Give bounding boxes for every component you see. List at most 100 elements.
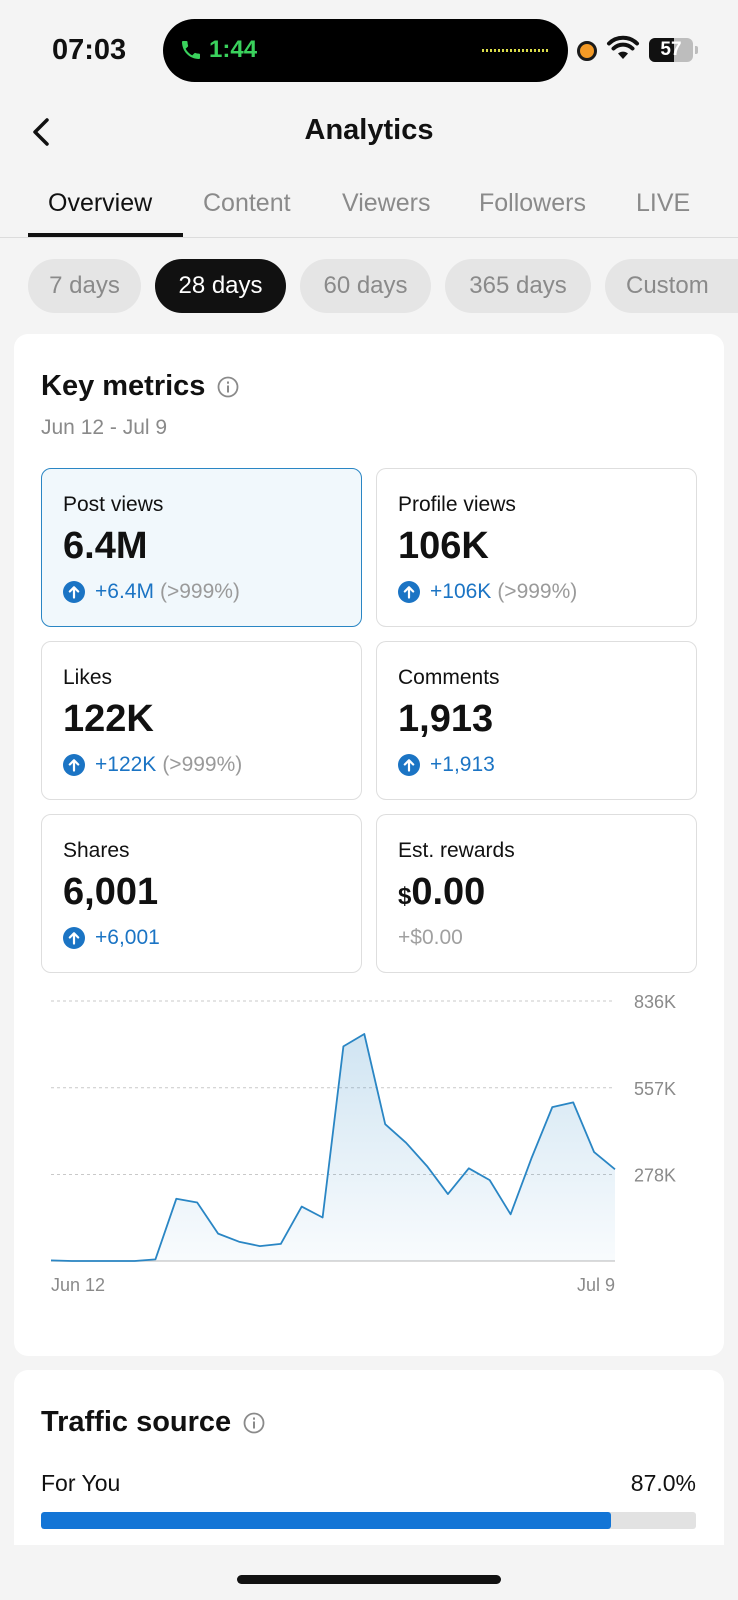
metric-percent: (>999%) [159, 580, 240, 603]
data-point [613, 1167, 617, 1171]
y-tick-label: 278K [634, 1166, 676, 1186]
metric-value: 6,001 [63, 871, 159, 913]
data-point [321, 1215, 325, 1219]
metric-shares[interactable]: Shares 6,001 +6,001 [41, 814, 362, 973]
data-point [509, 1212, 513, 1216]
data-point [133, 1259, 137, 1263]
page-title: Analytics [304, 114, 434, 146]
data-point [279, 1242, 283, 1246]
data-point [446, 1192, 450, 1196]
tab-followers[interactable]: Followers [479, 189, 586, 217]
data-point [571, 1100, 575, 1104]
metric-est-rewards[interactable]: Est. rewards $0.00 +$0.00 [376, 814, 697, 973]
data-point [216, 1232, 220, 1236]
home-indicator[interactable] [237, 1575, 501, 1584]
traffic-source-title: Traffic source [41, 1406, 232, 1438]
metric-value-amount: 0.00 [411, 871, 486, 913]
call-duration: 1:44 [209, 36, 258, 63]
info-icon[interactable] [217, 376, 239, 398]
metric-delta: +$0.00 [398, 926, 463, 949]
y-tick-label: 836K [634, 992, 676, 1012]
tab-content[interactable]: Content [203, 189, 291, 217]
metric-change: +106K (>999%) [398, 580, 577, 604]
metric-value: 106K [398, 525, 489, 567]
data-point [153, 1257, 157, 1261]
data-point [195, 1201, 199, 1205]
data-point [341, 1044, 345, 1048]
date-range: Jun 12 - Jul 9 [41, 416, 168, 439]
arrow-up-circle-icon [63, 581, 85, 603]
data-point [383, 1122, 387, 1126]
metric-label: Shares [63, 839, 130, 862]
tab-overview[interactable]: Overview [48, 189, 153, 217]
data-point [112, 1259, 116, 1263]
battery-level: 57 [660, 39, 682, 60]
traffic-source-value: 87.0% [630, 1470, 696, 1496]
metric-comments[interactable]: Comments 1,913 +1,913 [376, 641, 697, 800]
data-point [467, 1166, 471, 1170]
metric-delta: +1,913 [430, 753, 495, 776]
data-point [237, 1240, 241, 1244]
metric-delta: +106K [430, 580, 492, 603]
metric-delta: +6.4M [95, 580, 154, 603]
arrow-up-circle-icon [398, 754, 420, 776]
wifi-icon [607, 35, 639, 59]
post-views-chart[interactable]: 836K 557K 278K Jun 12 Jul 9 [14, 981, 724, 1311]
tab-live[interactable]: LIVE [636, 189, 691, 217]
info-icon[interactable] [243, 1412, 265, 1434]
data-point [49, 1258, 53, 1262]
range-7-days[interactable]: 7 days [28, 259, 141, 313]
metric-value: $0.00 [398, 871, 485, 914]
metric-value: 122K [63, 698, 154, 740]
data-point [300, 1205, 304, 1209]
y-tick-label: 557K [634, 1079, 676, 1099]
metric-change: +122K (>999%) [63, 753, 242, 777]
range-28-days[interactable]: 28 days [155, 259, 286, 313]
series-area [51, 1034, 615, 1261]
traffic-source-bar-fill [41, 1512, 611, 1529]
range-custom[interactable]: Custom [605, 259, 738, 313]
tab-bar: Overview Content Viewers Followers LIVE [0, 185, 738, 238]
series-line [50, 1033, 616, 1262]
metric-change: +6,001 [63, 926, 160, 950]
metric-label: Profile views [398, 493, 516, 516]
data-point [70, 1259, 74, 1263]
traffic-source-label: For You [41, 1470, 121, 1496]
dynamic-island[interactable]: 1:44 [163, 19, 568, 82]
data-point [174, 1197, 178, 1201]
metric-delta: +6,001 [95, 926, 160, 949]
status-time: 07:03 [52, 34, 127, 66]
data-point [91, 1259, 95, 1263]
back-icon[interactable] [26, 112, 56, 152]
arrow-up-circle-icon [398, 581, 420, 603]
metric-post-views[interactable]: Post views 6.4M +6.4M (>999%) [41, 468, 362, 627]
data-point [425, 1164, 429, 1168]
x-tick-label: Jul 9 [577, 1275, 615, 1295]
metric-label: Comments [398, 666, 500, 689]
key-metrics-title: Key metrics [41, 370, 206, 402]
arrow-up-circle-icon [63, 927, 85, 949]
range-365-days[interactable]: 365 days [445, 259, 591, 313]
metric-change: +$0.00 [398, 926, 463, 950]
metric-value: 6.4M [63, 525, 148, 567]
metric-percent: (>999%) [162, 753, 243, 776]
currency-symbol: $ [398, 883, 412, 910]
status-bar: 07:03 1:44 57 [0, 0, 738, 96]
data-point [258, 1244, 262, 1248]
metric-likes[interactable]: Likes 122K +122K (>999%) [41, 641, 362, 800]
data-point [362, 1032, 366, 1036]
data-point [592, 1150, 596, 1154]
metric-delta: +122K [95, 753, 157, 776]
x-tick-label: Jun 12 [51, 1275, 105, 1295]
metric-label: Post views [63, 493, 164, 516]
range-60-days[interactable]: 60 days [300, 259, 431, 313]
metric-profile-views[interactable]: Profile views 106K +106K (>999%) [376, 468, 697, 627]
metric-value: 1,913 [398, 698, 494, 740]
traffic-source-card: Traffic source For You 87.0% [14, 1370, 724, 1545]
metric-percent: (>999%) [497, 580, 578, 603]
data-point [488, 1178, 492, 1182]
data-point [404, 1141, 408, 1145]
metric-label: Likes [63, 666, 113, 689]
metric-change: +6.4M (>999%) [63, 580, 240, 604]
tab-viewers[interactable]: Viewers [342, 189, 431, 217]
